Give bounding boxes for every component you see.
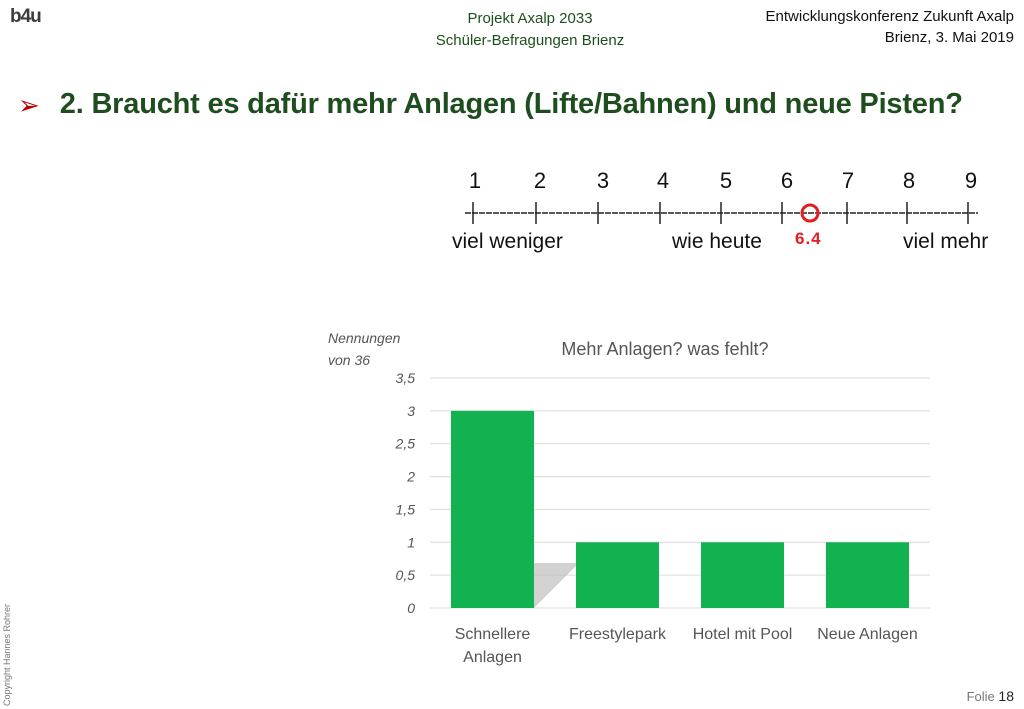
scale-number: 9 (964, 168, 978, 193)
event-date: Brienz, 3. Mai 2019 (884, 29, 1014, 46)
bar (451, 410, 534, 608)
scale-marker-icon (800, 203, 820, 223)
scale-number: 3 (596, 168, 610, 193)
slide-title-row: ➢ 2. Braucht es dafür mehr Anlagen (Lift… (18, 88, 963, 121)
scale-number: 5 (719, 168, 733, 193)
slide-label: Folie (966, 689, 995, 704)
scale-label-left: viel weniger (452, 230, 563, 253)
scale-number: 7 (841, 168, 855, 193)
slide-number: 18 (998, 688, 1014, 704)
scale-marker-value: 6.4 (795, 229, 822, 248)
x-category-label: Neue Anlagen (817, 626, 918, 643)
project-header: Projekt Axalp 2033 Schüler-Befragungen B… (405, 8, 655, 52)
scale-number: 6 (780, 168, 794, 193)
scale-number: 8 (902, 168, 916, 193)
y-tick-label: 0,5 (396, 567, 416, 583)
event-header: Entwicklungskonferenz Zukunft Axalp Brie… (766, 6, 1014, 48)
bar (701, 542, 784, 608)
bar-shadow (534, 563, 579, 608)
scale-line (465, 202, 978, 224)
b4u-logo: b4u (10, 6, 42, 27)
bar (826, 542, 909, 608)
event-title: Entwicklungskonferenz Zukunft Axalp (765, 8, 1014, 25)
y-tick-label: 3,5 (396, 370, 416, 386)
y-axis-title: Nennungen (328, 330, 401, 346)
scale-label-mid: wie heute (672, 230, 762, 253)
y-tick-label: 2 (406, 469, 415, 485)
y-tick-label: 3 (407, 403, 415, 419)
scale-label-right: viel mehr (903, 230, 989, 253)
project-title: Projekt Axalp 2033 (467, 10, 593, 27)
y-axis-title: von 36 (328, 352, 370, 368)
scale-number: 1 (468, 168, 482, 193)
copyright: Copyright Hannes Rohrer (2, 603, 12, 706)
y-tick-label: 0 (407, 600, 415, 616)
x-category-label: Hotel mit Pool (693, 626, 793, 643)
y-tick-label: 1 (407, 534, 415, 550)
bar (576, 542, 659, 608)
x-category-label: Schnellere Anlagen (455, 626, 531, 666)
arrow-bullet-icon: ➢ (18, 89, 40, 120)
project-subtitle: Schüler-Befragungen Brienz (435, 32, 625, 49)
y-tick-label: 2,5 (395, 436, 416, 452)
slide-footer: Folie 18 (967, 688, 1014, 704)
slide-title: 2. Braucht es dafür mehr Anlagen (Lifte/… (59, 88, 963, 120)
x-category-label: Freestylepark (569, 626, 667, 643)
bar-chart: Nennungen von 36 Mehr Anlagen? was fehlt? 0… (328, 330, 930, 666)
scale-number: 2 (533, 168, 547, 193)
chart-title: Mehr Anlagen? was fehlt? (561, 339, 768, 359)
y-tick-label: 1,5 (396, 501, 416, 517)
scale-number: 4 (656, 168, 670, 193)
